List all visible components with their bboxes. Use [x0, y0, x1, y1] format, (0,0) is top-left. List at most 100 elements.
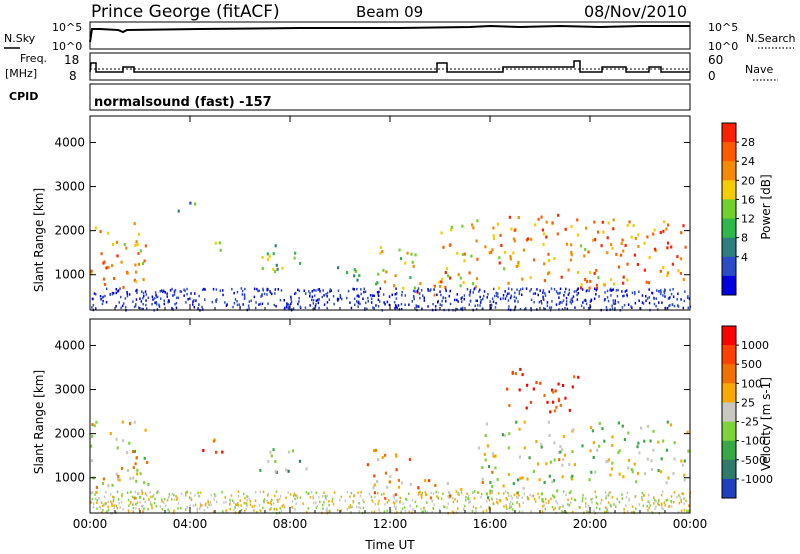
velocity-cell [397, 485, 401, 489]
power-ground-cell [382, 293, 385, 296]
velocity-ground-cell [634, 507, 637, 510]
power-cell [587, 250, 590, 254]
velocity-ground-cell [607, 501, 610, 504]
power-cell [115, 240, 119, 244]
power-ground-cell [236, 303, 239, 307]
velocity-ground-cell [511, 496, 513, 500]
power-cell [475, 239, 478, 243]
velocity-ground-cell [131, 495, 134, 499]
velocity-ground-cell [422, 510, 424, 513]
power-ground-cell [286, 306, 288, 309]
power-ground-cell [283, 308, 286, 311]
power-ground-cell [204, 288, 206, 291]
power-cell [456, 251, 459, 255]
velocity-ground-cell [322, 495, 324, 498]
velocity-ground-cell [344, 499, 347, 502]
velocity-ground-cell [186, 505, 188, 509]
velocity-ground-cell [554, 506, 556, 510]
velocity-ground-cell [302, 502, 304, 505]
power-ground-cell [174, 288, 177, 292]
velocity-ground-cell [226, 511, 228, 514]
power-cell [122, 285, 125, 289]
power-cell [90, 269, 93, 273]
velocity-cell [652, 429, 655, 433]
nsky-trace [89, 24, 690, 43]
power-ground-cell [423, 296, 425, 300]
velocity-ground-cell [431, 510, 433, 514]
power-ground-cell [377, 298, 380, 301]
velocity-cell [384, 496, 387, 500]
power-cell [521, 277, 524, 281]
velocity-cell [128, 441, 131, 445]
velocity-ground-cell [688, 504, 690, 507]
power-ground-cell [353, 288, 355, 291]
velocity-cell [603, 439, 606, 443]
power-ground-cell [476, 299, 478, 303]
power-ground-cell [280, 289, 283, 292]
velocity-ground-cell [633, 510, 635, 514]
power-cell [612, 227, 615, 231]
velocity-ground-cell [600, 498, 603, 502]
power-ground-cell [517, 300, 519, 303]
power-ground-cell [313, 307, 315, 311]
power-cell [266, 252, 269, 256]
velocity-ground-cell [255, 511, 258, 514]
velocity-ground-cell [660, 502, 663, 505]
velocity-ground-cell [287, 491, 289, 494]
power-ground-cell [524, 308, 526, 311]
power-ground-cell [565, 287, 567, 291]
velocity-ground-cell [222, 510, 224, 513]
velocity-cell [507, 473, 510, 477]
power-cell [442, 245, 445, 249]
power-cell [444, 286, 447, 289]
power-ground-cell [686, 296, 689, 300]
power-ground-cell [120, 306, 122, 310]
velocity-ground-cell [594, 490, 596, 494]
power-cell [560, 275, 563, 279]
velocity-ground-cell [275, 490, 278, 493]
power-cell [666, 246, 669, 250]
power-ground-cell [427, 289, 429, 292]
velocity-ground-cell [510, 505, 512, 509]
power-ground-cell [418, 305, 420, 308]
velocity-cell [627, 466, 630, 470]
power-ground-cell [481, 307, 483, 311]
power-ground-cell [373, 294, 375, 297]
power-ground-cell [460, 297, 462, 300]
velocity-ground-cell [164, 504, 167, 508]
velocity-ground-cell [432, 507, 434, 510]
power-cell [548, 271, 551, 275]
velocity-ground-cell [243, 501, 245, 505]
velocity-ground-cell [116, 506, 119, 510]
power-cell [526, 237, 530, 241]
velocity-cell [460, 487, 463, 491]
velocity-ground-cell [102, 504, 104, 507]
power-cell [589, 271, 592, 274]
power-ground-cell [283, 299, 285, 302]
velocity-cell [665, 448, 668, 452]
velocity-ground-cell [665, 499, 667, 502]
velocity-ground-cell [491, 497, 493, 500]
velocity-ground-cell [649, 504, 651, 507]
power-ground-cell [117, 289, 120, 292]
power-ground-cell [491, 297, 494, 300]
velocity-ground-cell [463, 507, 465, 511]
velocity-ground-cell [138, 507, 140, 511]
power-ground-cell [558, 292, 560, 295]
velocity-cell [564, 396, 567, 400]
velocity-ground-cell [497, 502, 499, 505]
velocity-cell [573, 463, 576, 467]
power-ground-cell [236, 300, 238, 303]
velocity-cell [95, 485, 98, 489]
power-ground-cell [269, 290, 271, 293]
power-ground-cell [315, 299, 318, 303]
power-ground-cell [142, 291, 145, 295]
velocity-ground-cell [280, 495, 282, 498]
velocity-ground-cell [189, 491, 192, 495]
velocity-ground-cell [224, 496, 226, 499]
velocity-cell [554, 389, 557, 393]
velocity-ground-cell [604, 510, 606, 514]
power-cell [567, 268, 570, 272]
velocity-cell [552, 400, 555, 404]
power-x-axis [89, 116, 691, 310]
